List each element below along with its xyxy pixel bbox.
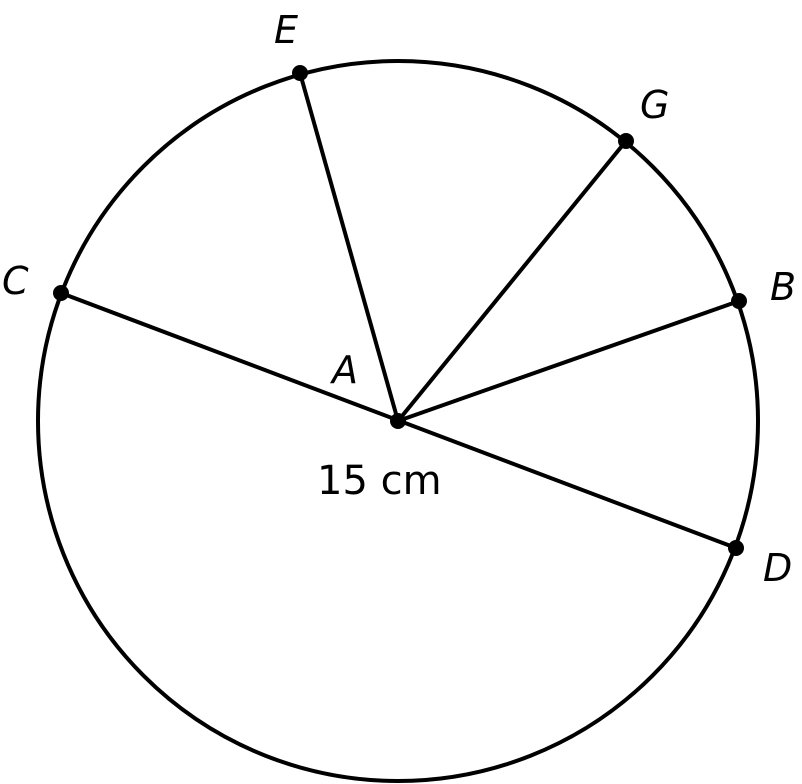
point-c: [53, 285, 69, 301]
point-e: [292, 65, 308, 81]
label-d: D: [763, 546, 792, 590]
radius-ab: [397, 299, 740, 423]
point-b: [731, 293, 747, 309]
radius-ag: [396, 139, 628, 423]
radius-ae: [298, 72, 400, 422]
point-d: [728, 540, 744, 556]
measure-label: 15 cm: [317, 458, 442, 504]
circle-outline: [36, 59, 760, 783]
label-e: E: [274, 8, 298, 52]
label-c: C: [2, 259, 29, 303]
label-g: G: [640, 83, 669, 127]
point-a: [390, 413, 406, 429]
label-b: B: [770, 265, 796, 309]
point-g: [618, 133, 634, 149]
label-a: A: [329, 348, 358, 392]
